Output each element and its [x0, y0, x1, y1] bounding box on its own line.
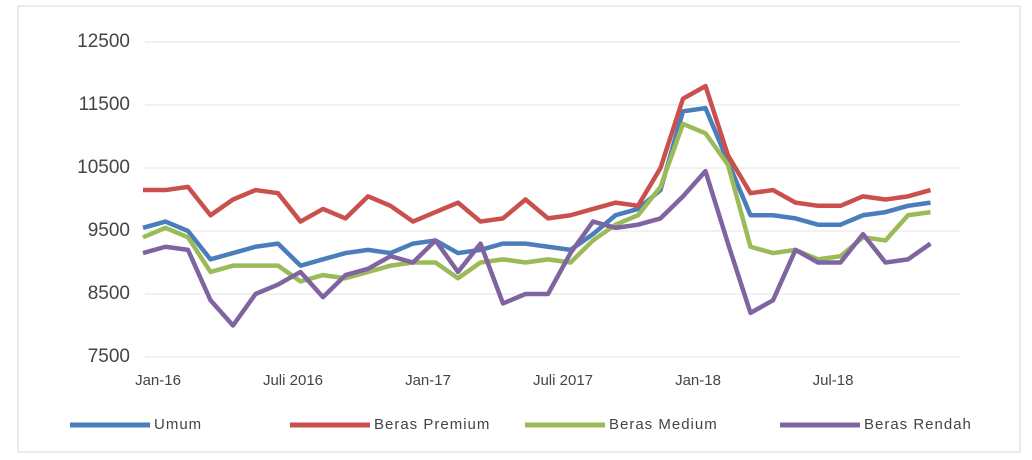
y-tick-label: 11500: [79, 94, 130, 115]
x-tick-label: Juli 2017: [533, 372, 593, 389]
x-tick-label: Jan-18: [675, 372, 721, 389]
y-tick-label: 10500: [77, 157, 130, 178]
data-line: [143, 83, 932, 224]
x-tick-label: Jul-18: [813, 372, 854, 389]
legend-label: Beras Rendah: [864, 416, 972, 433]
data-line: [142, 105, 931, 268]
x-tick-label: Jan-17: [405, 372, 451, 389]
y-tick-label: 12500: [77, 31, 130, 52]
legend-label: Beras Medium: [609, 416, 718, 433]
y-tick-label: 9500: [88, 220, 130, 241]
legend-label: Beras Premium: [374, 416, 490, 433]
legend-label: Umum: [154, 416, 202, 433]
x-tick-label: Juli 2016: [263, 372, 323, 389]
data-line: [142, 168, 932, 328]
y-tick-label: 7500: [88, 346, 130, 367]
y-tick-label: 8500: [88, 283, 130, 304]
x-tick-label: Jan-16: [135, 372, 181, 389]
